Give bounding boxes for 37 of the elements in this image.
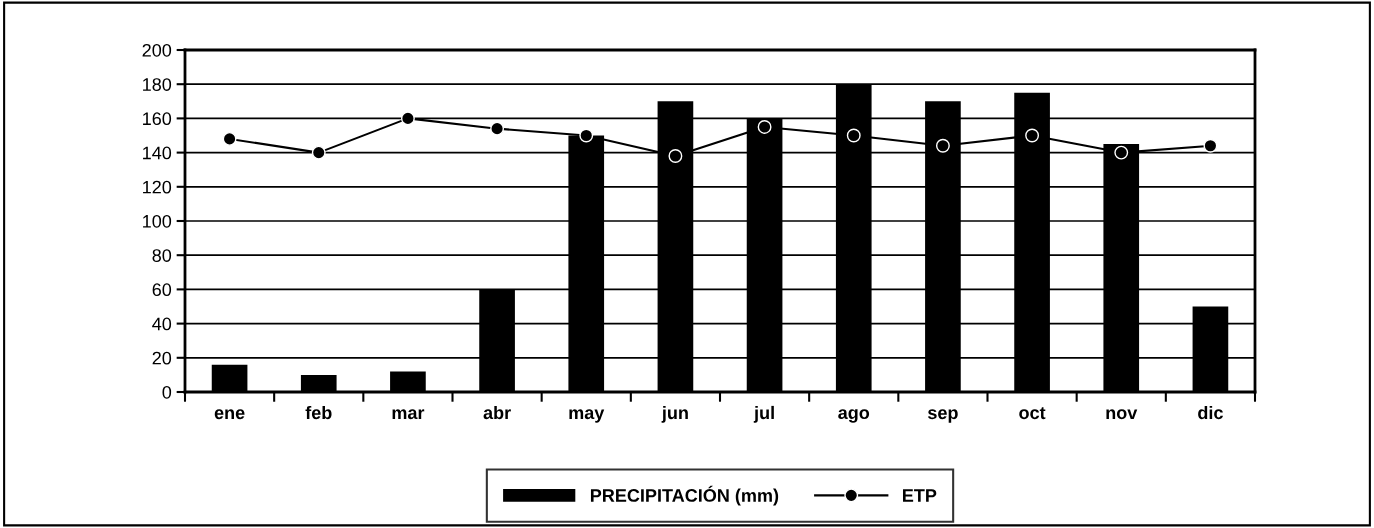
y-tick-label: 80 (152, 249, 172, 262)
point (222, 131, 237, 146)
x-tick-label: nov (1106, 409, 1138, 420)
x-tick-label: sep (928, 409, 958, 423)
x-tick-label: abr (483, 405, 511, 420)
y-tick-label: 100 (143, 214, 172, 228)
y-tick-label: 160 (143, 112, 172, 126)
y-tick-label: 140 (143, 146, 172, 160)
point (1203, 138, 1218, 153)
y-tick-label: 60 (152, 283, 172, 297)
legend-label: ETP (903, 489, 937, 502)
x-tick-label: ago (838, 409, 870, 423)
point (579, 128, 594, 143)
x-tick-label: oct (1019, 407, 1046, 420)
point (1025, 128, 1040, 143)
y-tick-label: 0 (162, 385, 172, 399)
point (757, 120, 772, 134)
x-tick-label: jun (661, 405, 688, 423)
point (1114, 145, 1129, 160)
x-tick-label: jul (753, 405, 774, 423)
x-tick-label: dic (1198, 405, 1223, 420)
point (935, 138, 950, 153)
legend-label: PRECIPITACIÓN (mm) (590, 485, 779, 506)
y-tick-label: 120 (143, 180, 172, 194)
point (400, 111, 415, 126)
y-tick-label: 20 (152, 351, 172, 365)
y-tick-label: 200 (142, 43, 172, 57)
point (490, 121, 505, 136)
x-tick-label: feb (305, 405, 332, 420)
y-tick-label: 40 (152, 317, 172, 331)
x-tick-label: mar (392, 409, 425, 420)
x-tick-label: ene (214, 409, 245, 420)
point (668, 149, 683, 163)
point (311, 145, 326, 160)
point (846, 128, 861, 143)
y-tick-label: 180 (143, 78, 172, 91)
x-tick-label: may (569, 409, 605, 423)
